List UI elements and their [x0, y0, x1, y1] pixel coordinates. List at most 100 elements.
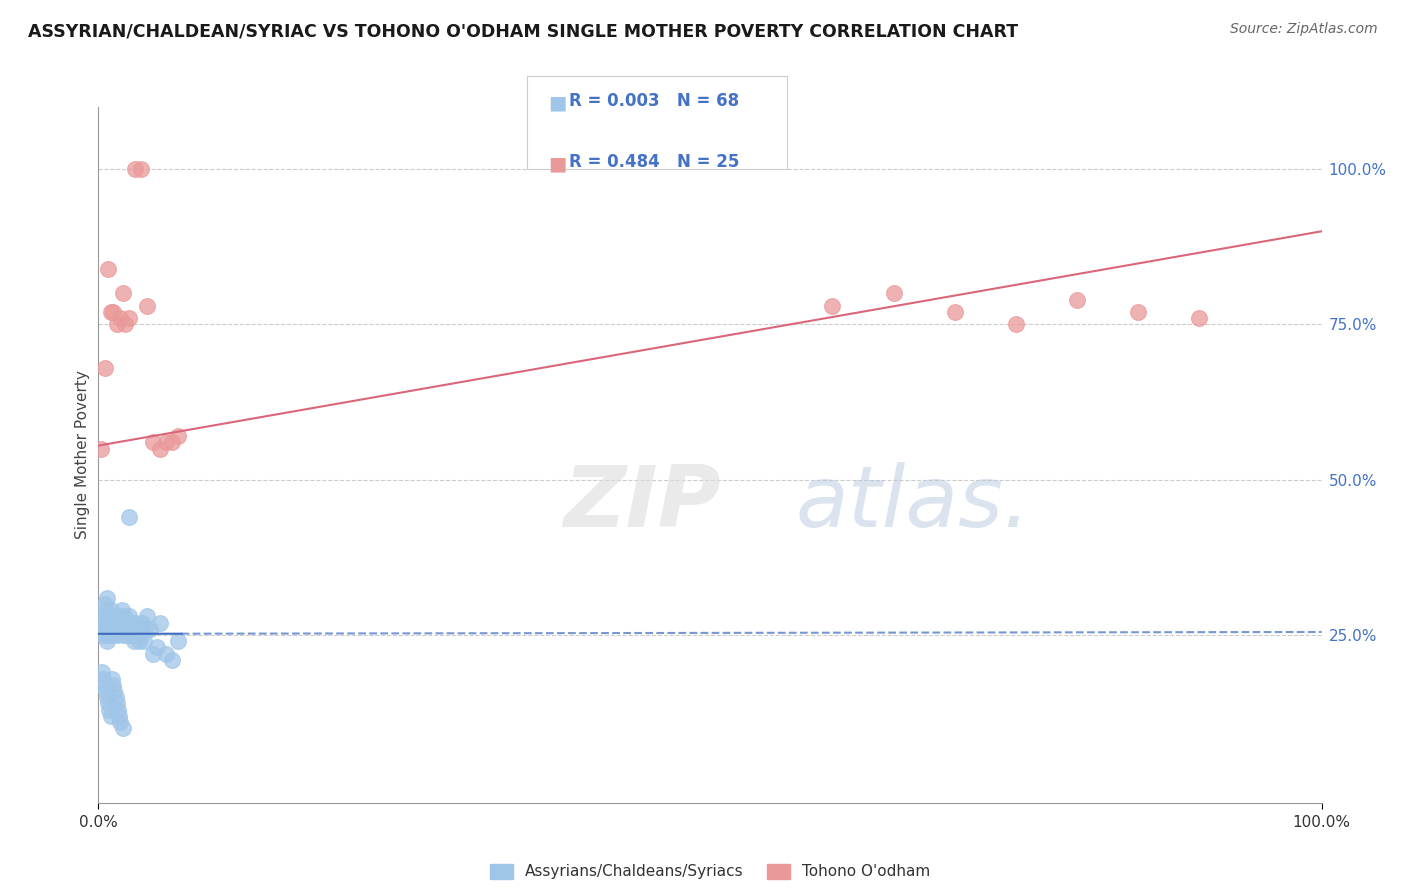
Point [160, 653, 183, 667]
Point [96, 690, 118, 705]
Text: ■: ■ [548, 94, 567, 112]
Point [91, 672, 114, 686]
Point [101, 678, 124, 692]
Point [90, 622, 112, 636]
Point [167, 429, 190, 443]
Point [155, 647, 177, 661]
Point [105, 697, 128, 711]
Point [114, 615, 136, 630]
Point [117, 622, 139, 636]
Point [122, 634, 145, 648]
Point [101, 609, 124, 624]
Text: ASSYRIAN/CHALDEAN/SYRIAC VS TOHONO O'ODHAM SINGLE MOTHER POVERTY CORRELATION CHA: ASSYRIAN/CHALDEAN/SYRIAC VS TOHONO O'ODH… [28, 22, 1018, 40]
Point [93, 597, 115, 611]
Point [149, 442, 172, 456]
Point [129, 628, 152, 642]
Point [134, 622, 156, 636]
Point [110, 622, 132, 636]
Point [101, 305, 124, 319]
Point [93, 361, 115, 376]
Point [821, 299, 844, 313]
Point [93, 615, 115, 630]
Point [112, 609, 135, 624]
Point [132, 634, 155, 648]
Point [108, 708, 131, 723]
Text: ZIP: ZIP [564, 462, 721, 545]
Point [100, 305, 122, 319]
Point [110, 311, 132, 326]
Point [97, 609, 120, 624]
Point [96, 591, 118, 605]
Point [104, 622, 127, 636]
Point [160, 435, 183, 450]
Point [96, 634, 118, 648]
Point [943, 305, 966, 319]
Point [104, 690, 127, 705]
Point [883, 286, 905, 301]
Point [118, 609, 141, 624]
Point [155, 435, 177, 450]
Point [98, 615, 121, 630]
Point [115, 628, 138, 642]
Point [1066, 293, 1088, 307]
Point [107, 703, 129, 717]
Point [127, 628, 149, 642]
Point [103, 684, 125, 698]
Point [1188, 311, 1211, 326]
Point [131, 615, 153, 630]
Text: R = 0.003   N = 68: R = 0.003 N = 68 [569, 92, 740, 110]
Point [101, 628, 124, 642]
Point [111, 286, 134, 301]
Point [91, 609, 114, 624]
Point [105, 628, 128, 642]
Point [128, 634, 150, 648]
Point [1004, 318, 1026, 332]
Point [124, 615, 146, 630]
Point [129, 622, 152, 636]
Point [118, 311, 141, 326]
Point [139, 622, 162, 636]
Text: Source: ZipAtlas.com: Source: ZipAtlas.com [1230, 22, 1378, 37]
Point [118, 510, 141, 524]
Point [124, 162, 146, 177]
Point [97, 697, 120, 711]
Point [107, 609, 129, 624]
Text: ■: ■ [548, 154, 567, 173]
Point [129, 162, 152, 177]
Point [149, 615, 172, 630]
Point [111, 721, 134, 735]
Text: atlas.: atlas. [796, 462, 1031, 545]
Point [93, 678, 115, 692]
Point [110, 714, 132, 729]
Point [125, 622, 148, 636]
Point [94, 622, 117, 636]
Point [90, 442, 112, 456]
Point [121, 622, 143, 636]
Point [111, 603, 134, 617]
Point [136, 609, 159, 624]
Point [97, 261, 120, 276]
Point [98, 703, 121, 717]
Point [94, 684, 117, 698]
Point [120, 628, 142, 642]
Point [94, 603, 117, 617]
Point [91, 665, 114, 680]
Point [114, 318, 136, 332]
Text: R = 0.484   N = 25: R = 0.484 N = 25 [569, 153, 740, 170]
Point [100, 603, 122, 617]
Point [100, 622, 122, 636]
Point [142, 647, 165, 661]
Point [103, 615, 125, 630]
Point [142, 435, 165, 450]
Point [1128, 305, 1150, 319]
Point [91, 628, 114, 642]
Point [108, 615, 131, 630]
Point [111, 628, 134, 642]
Point [105, 318, 128, 332]
Point [100, 708, 122, 723]
Point [101, 672, 124, 686]
Point [136, 299, 159, 313]
Point [146, 640, 169, 655]
Point [167, 634, 190, 648]
Point [120, 615, 142, 630]
